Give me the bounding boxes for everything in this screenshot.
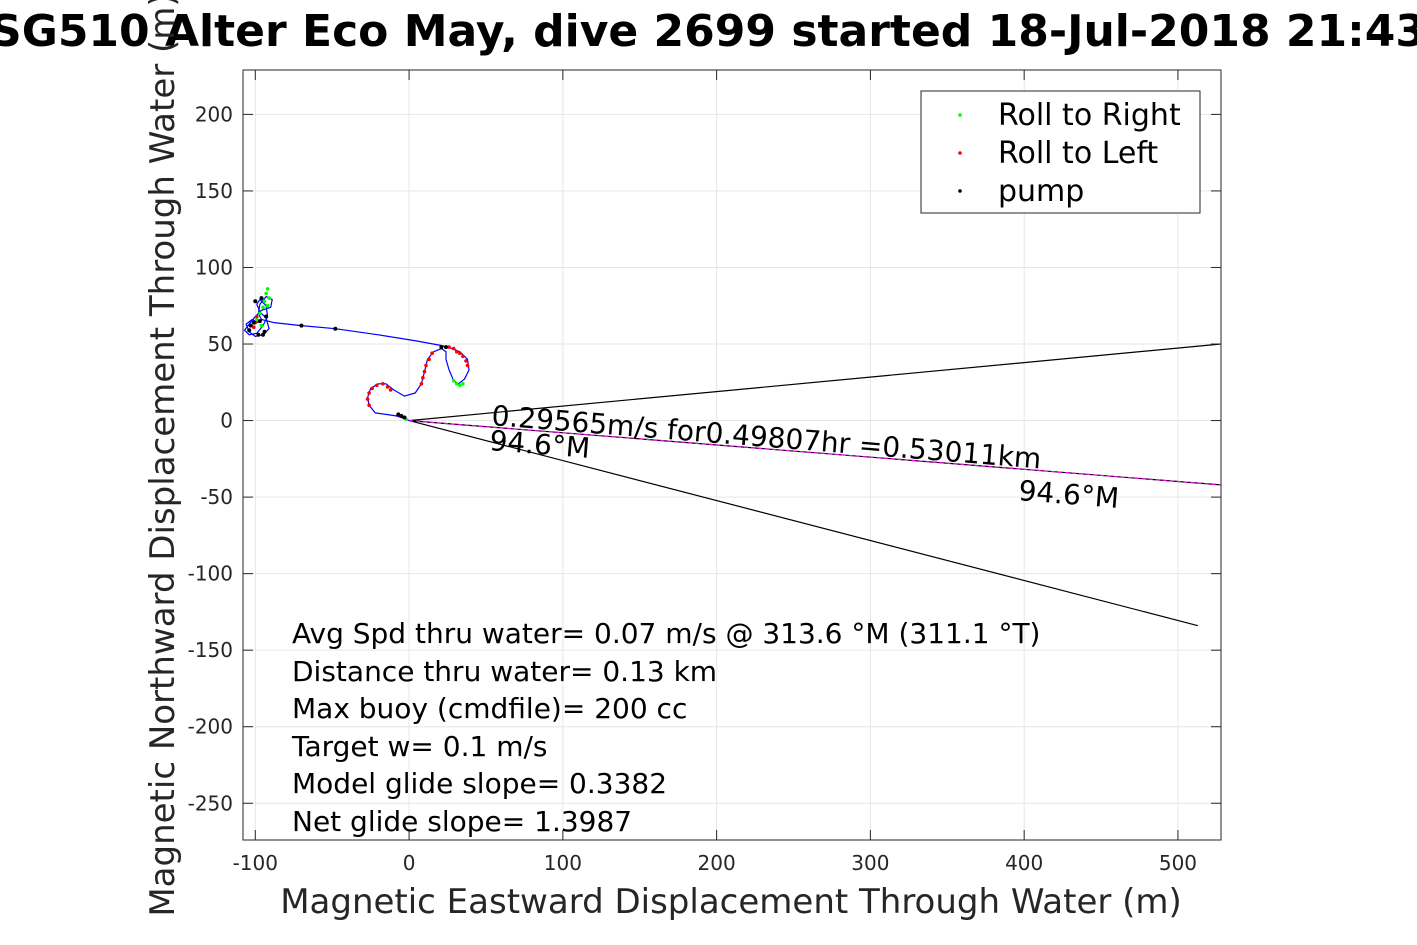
glider-track-line <box>243 296 470 422</box>
roll-right-point <box>265 287 270 291</box>
roll-left-point <box>367 391 371 395</box>
y-tick-label: 100 <box>195 255 233 279</box>
y-tick-label: -250 <box>188 791 233 815</box>
legend-label-roll-right: Roll to Right <box>998 98 1181 133</box>
x-tick-label: -100 <box>233 851 278 875</box>
pump-point <box>253 299 258 304</box>
legend-marker-pump <box>958 189 962 193</box>
pump-point <box>299 323 304 328</box>
roll-right-point <box>454 382 459 386</box>
roll-left-point <box>422 369 427 374</box>
pump-point <box>256 332 261 337</box>
y-tick-label: -150 <box>188 638 233 662</box>
roll-left-point <box>451 346 456 351</box>
y-tick-label: 150 <box>195 179 233 203</box>
pump-point <box>251 320 256 325</box>
y-tick-label: -100 <box>188 562 233 586</box>
roll-right-point <box>264 291 268 296</box>
plot-frame <box>242 69 1222 841</box>
roll-left-point <box>458 351 462 356</box>
y-tick-label: -200 <box>188 715 233 739</box>
roll-left-point <box>254 314 259 319</box>
dive-stats: Avg Spd thru water= 0.07 m/s @ 313.6 °M … <box>291 617 1040 838</box>
current-heading-label: 94.6°M <box>488 424 591 465</box>
pump-point <box>248 323 253 328</box>
y-tick-label: -50 <box>200 485 233 509</box>
roll-right-point <box>458 383 462 388</box>
legend-marker-roll-left <box>958 151 962 155</box>
pump-point <box>402 415 407 420</box>
roll-right-point <box>267 296 271 300</box>
roll-left-point <box>385 385 390 389</box>
pump-point <box>247 328 252 333</box>
legend-marker-roll-right <box>958 113 962 117</box>
x-tick-label: 500 <box>1159 851 1197 875</box>
legend-label-roll-left: Roll to Left <box>998 136 1158 171</box>
stat-target-w: Target w= 0.1 m/s <box>291 730 548 763</box>
legend-label-pump: pump <box>998 174 1084 209</box>
roll-left-point <box>447 345 451 349</box>
current-end-heading-label: 94.6°M <box>1017 474 1120 515</box>
roll-right-point <box>262 299 267 304</box>
pump-point <box>257 319 262 324</box>
roll-right-point <box>461 382 465 386</box>
cone-line-upper <box>409 343 1222 422</box>
x-tick-label: 300 <box>851 851 889 875</box>
roll-left-point <box>252 325 256 330</box>
pump-point <box>261 332 265 337</box>
y-axis-label: Magnetic Northward Displacement Through … <box>143 0 183 917</box>
x-tick-label: 100 <box>544 851 582 875</box>
x-tick-label: 200 <box>698 851 736 875</box>
roll-left-point <box>388 388 393 392</box>
roll-left-point <box>424 363 428 368</box>
pump-point <box>259 296 264 301</box>
pump-point <box>444 345 448 350</box>
roll-right-point <box>265 303 270 308</box>
roll-left-point <box>370 386 375 391</box>
stat-max-buoy: Max buoy (cmdfile)= 200 cc <box>292 692 687 725</box>
x-tick-label: 0 <box>403 851 416 875</box>
data-layer <box>243 287 1222 627</box>
current-line <box>409 420 1222 486</box>
x-axis-label: Magnetic Eastward Displacement Through W… <box>280 882 1182 922</box>
x-tick-label: 400 <box>1005 851 1043 875</box>
pump-point <box>262 329 267 334</box>
y-tick-label: 50 <box>208 332 233 356</box>
roll-left-point <box>367 403 371 408</box>
roll-right-point <box>259 323 264 328</box>
roll-left-point <box>465 363 470 368</box>
stat-distance: Distance thru water= 0.13 km <box>292 655 717 688</box>
roll-right-point <box>258 311 262 316</box>
roll-left-point <box>419 382 424 386</box>
roll-right-point <box>451 379 456 383</box>
roll-right-point <box>261 305 265 310</box>
stat-avg-speed: Avg Spd thru water= 0.07 m/s @ 313.6 °M … <box>292 617 1040 650</box>
stat-net-glide: Net glide slope= 1.3987 <box>292 805 632 838</box>
pump-point <box>396 412 401 417</box>
roll-left-point <box>464 359 468 363</box>
legend-box <box>920 90 1201 214</box>
pump-point <box>439 345 444 350</box>
stat-model-glide: Model glide slope= 0.3382 <box>292 767 667 800</box>
roll-left-point <box>365 397 370 401</box>
axis-ticks: -100 0 100 200 300 400 500 -250 -200 -150 -100 -50 0… <box>188 70 1221 875</box>
roll-left-point <box>454 349 459 354</box>
chart-title: SG510 Alter Eco May, dive 2699 started 1… <box>0 6 1417 57</box>
y-tick-label: 0 <box>220 409 233 433</box>
roll-left-point <box>461 354 465 359</box>
roll-left-point <box>430 351 434 356</box>
roll-right-point <box>254 317 259 322</box>
roll-left-point <box>375 383 379 388</box>
legend: Roll to Right Roll to Left pump <box>920 90 1201 214</box>
pump-point <box>264 314 269 319</box>
cone-line-lower <box>408 420 1199 627</box>
roll-left-point <box>427 357 431 362</box>
y-tick-label: 200 <box>195 102 233 126</box>
pump-point <box>399 414 404 418</box>
pump-point <box>333 326 338 331</box>
roll-left-point <box>381 382 385 386</box>
roll-left-point <box>421 375 425 380</box>
